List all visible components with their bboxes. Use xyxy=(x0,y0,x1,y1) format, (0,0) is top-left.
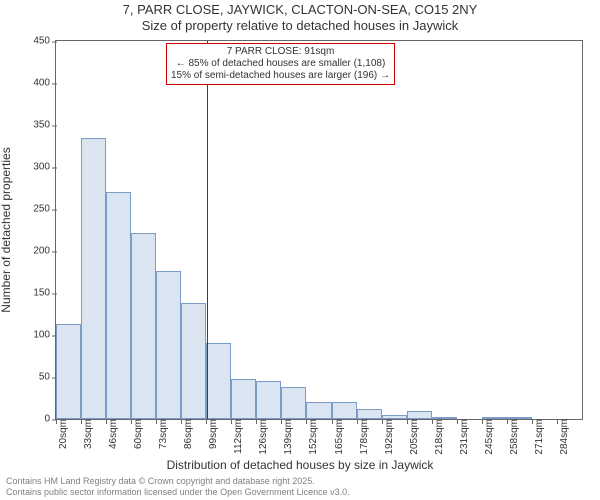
x-tick: 245sqm xyxy=(478,419,495,455)
annotation-box: 7 PARR CLOSE: 91sqm← 85% of detached hou… xyxy=(166,43,395,85)
footer-line1: Contains HM Land Registry data © Crown c… xyxy=(6,476,350,487)
x-tick: 284sqm xyxy=(553,419,570,455)
histogram-bar xyxy=(81,138,106,419)
x-tick: 60sqm xyxy=(127,419,144,449)
y-tick: 450 xyxy=(33,36,56,47)
x-tick: 126sqm xyxy=(252,419,269,455)
histogram-bar xyxy=(56,324,81,419)
y-tick: 100 xyxy=(33,330,56,341)
histogram-bar xyxy=(306,402,331,419)
histogram-bar xyxy=(281,387,306,419)
histogram-bar xyxy=(106,192,131,419)
x-tick: 73sqm xyxy=(152,419,169,449)
x-tick: 20sqm xyxy=(52,419,69,449)
chart-title: 7, PARR CLOSE, JAYWICK, CLACTON-ON-SEA, … xyxy=(0,2,600,35)
y-tick: 150 xyxy=(33,288,56,299)
plot-area: 05010015020025030035040045020sqm33sqm46s… xyxy=(55,40,583,420)
annotation-line: 7 PARR CLOSE: 91sqm xyxy=(171,46,390,58)
y-axis-label: Number of detached properties xyxy=(0,147,13,312)
title-address: 7, PARR CLOSE, JAYWICK, CLACTON-ON-SEA, … xyxy=(0,2,600,18)
y-tick: 200 xyxy=(33,246,56,257)
x-tick: 152sqm xyxy=(302,419,319,455)
x-tick: 192sqm xyxy=(378,419,395,455)
x-tick: 86sqm xyxy=(177,419,194,449)
histogram-bar xyxy=(407,411,432,419)
y-tick: 350 xyxy=(33,120,56,131)
x-tick: 46sqm xyxy=(102,419,119,449)
subject-marker-line xyxy=(207,41,208,419)
annotation-line: ← 85% of detached houses are smaller (1,… xyxy=(171,58,390,70)
y-tick: 50 xyxy=(39,372,56,383)
title-subtitle: Size of property relative to detached ho… xyxy=(0,18,600,34)
histogram-bar xyxy=(256,381,281,419)
x-tick: 112sqm xyxy=(227,419,244,454)
x-tick: 258sqm xyxy=(503,419,520,455)
x-tick: 271sqm xyxy=(528,419,545,455)
chart-container: 7, PARR CLOSE, JAYWICK, CLACTON-ON-SEA, … xyxy=(0,0,600,500)
x-tick: 218sqm xyxy=(428,419,445,455)
y-tick: 250 xyxy=(33,204,56,215)
footer-line2: Contains public sector information licen… xyxy=(6,487,350,498)
x-tick: 139sqm xyxy=(277,419,294,455)
histogram-bar xyxy=(332,402,357,419)
histogram-bar xyxy=(181,303,206,419)
x-tick: 231sqm xyxy=(453,419,470,455)
annotation-line: 15% of semi-detached houses are larger (… xyxy=(171,70,390,82)
x-tick: 99sqm xyxy=(202,419,219,449)
x-tick: 33sqm xyxy=(77,419,94,449)
histogram-bar xyxy=(231,379,256,419)
histogram-bar xyxy=(206,343,231,419)
histogram-bar xyxy=(357,409,382,419)
y-tick: 300 xyxy=(33,162,56,173)
footer-attribution: Contains HM Land Registry data © Crown c… xyxy=(6,476,350,498)
histogram-bar xyxy=(156,271,181,419)
histogram-bar xyxy=(131,233,156,419)
x-tick: 165sqm xyxy=(328,419,345,455)
x-axis-label: Distribution of detached houses by size … xyxy=(0,458,600,472)
x-tick: 178sqm xyxy=(353,419,370,455)
x-tick: 205sqm xyxy=(403,419,420,455)
y-tick: 400 xyxy=(33,78,56,89)
